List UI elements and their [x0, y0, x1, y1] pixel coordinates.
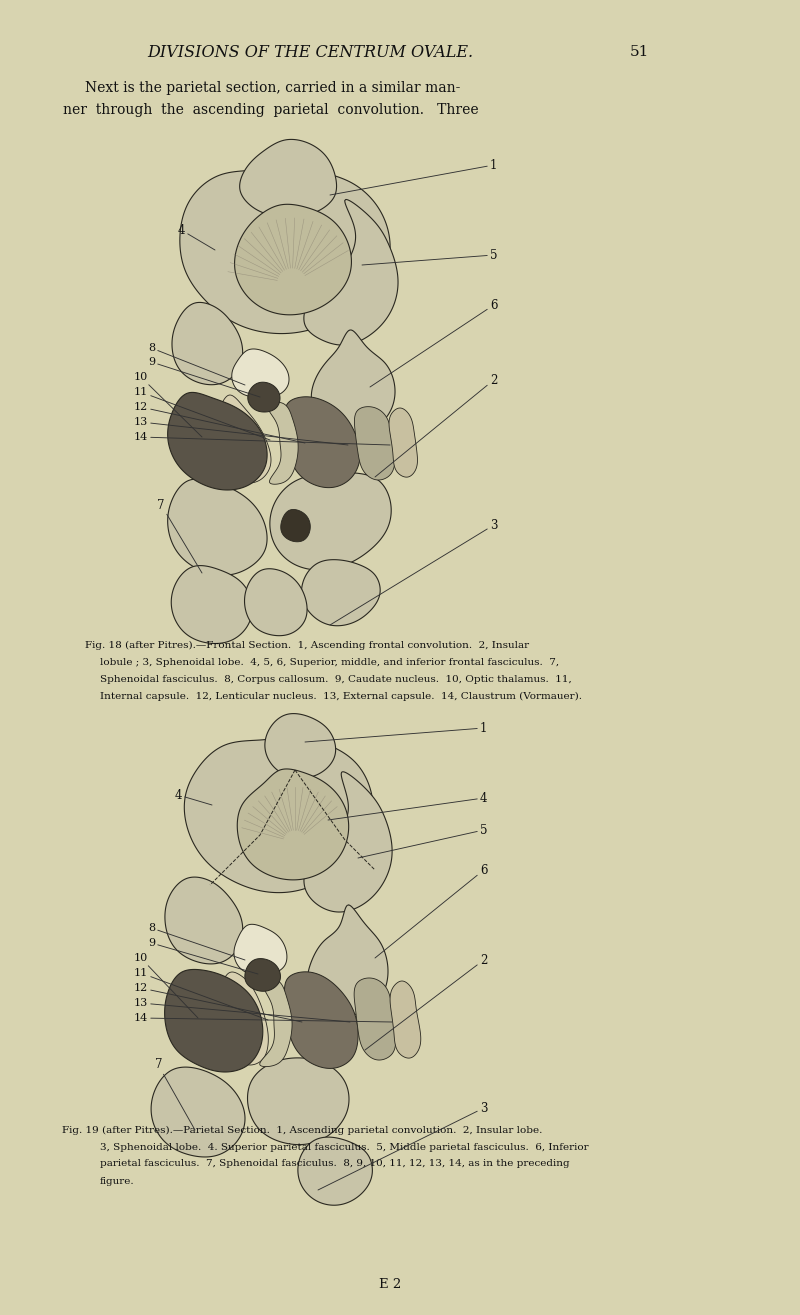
- Text: 11: 11: [134, 387, 270, 441]
- Polygon shape: [298, 1137, 372, 1206]
- Polygon shape: [302, 560, 380, 626]
- Text: 4: 4: [328, 792, 487, 821]
- Text: 6: 6: [375, 864, 487, 959]
- Polygon shape: [234, 924, 287, 976]
- Text: 12: 12: [134, 402, 305, 443]
- Polygon shape: [168, 479, 267, 575]
- Polygon shape: [168, 392, 267, 490]
- Text: 3, Sphenoidal lobe.  4. Superior parietal fasciculus.  5, Middle parietal fascic: 3, Sphenoidal lobe. 4. Superior parietal…: [100, 1143, 589, 1152]
- Text: figure.: figure.: [100, 1177, 134, 1186]
- Polygon shape: [212, 394, 271, 483]
- Polygon shape: [171, 565, 252, 643]
- Polygon shape: [270, 472, 391, 569]
- Polygon shape: [285, 397, 360, 488]
- Polygon shape: [285, 972, 358, 1068]
- Polygon shape: [172, 302, 242, 385]
- Text: 5: 5: [358, 823, 487, 857]
- Polygon shape: [281, 509, 310, 542]
- Text: E 2: E 2: [379, 1278, 401, 1291]
- Text: 1: 1: [330, 159, 498, 195]
- Text: 3: 3: [318, 1102, 487, 1190]
- Text: 13: 13: [134, 998, 350, 1022]
- Text: lobule ; 3, Sphenoidal lobe.  4, 5, 6, Superior, middle, and inferior frontal fa: lobule ; 3, Sphenoidal lobe. 4, 5, 6, Su…: [100, 658, 559, 667]
- Polygon shape: [184, 738, 373, 893]
- Text: 12: 12: [134, 984, 302, 1022]
- Polygon shape: [151, 1066, 245, 1157]
- Text: 10: 10: [134, 372, 202, 437]
- Polygon shape: [354, 406, 395, 480]
- Text: ner  through  the  ascending  parietal  convolution.   Three: ner through the ascending parietal convo…: [63, 103, 478, 117]
- Text: 1: 1: [305, 722, 487, 742]
- Polygon shape: [245, 569, 307, 635]
- Polygon shape: [234, 204, 351, 314]
- Text: 8: 8: [148, 343, 245, 385]
- Polygon shape: [165, 877, 242, 964]
- Text: 9: 9: [148, 356, 260, 397]
- Text: 7: 7: [158, 498, 202, 573]
- Polygon shape: [238, 769, 349, 880]
- Text: Internal capsule.  12, Lenticular nucleus.  13, External capsule.  14, Claustrum: Internal capsule. 12, Lenticular nucleus…: [100, 692, 582, 701]
- Polygon shape: [267, 402, 298, 484]
- Polygon shape: [165, 969, 263, 1072]
- Polygon shape: [390, 981, 421, 1059]
- Text: 13: 13: [134, 417, 348, 444]
- Text: 10: 10: [134, 953, 198, 1018]
- Text: Fig. 18 (after Pitres).—Frontal Section.  1, Ascending frontal convolution.  2, : Fig. 18 (after Pitres).—Frontal Section.…: [85, 640, 529, 650]
- Text: 5: 5: [362, 249, 498, 266]
- Text: 2: 2: [365, 953, 487, 1049]
- Polygon shape: [180, 167, 390, 334]
- Text: 14: 14: [134, 433, 390, 444]
- Text: 3: 3: [330, 518, 498, 625]
- Text: 2: 2: [375, 373, 498, 477]
- Polygon shape: [232, 348, 289, 397]
- Polygon shape: [389, 408, 418, 477]
- Polygon shape: [248, 383, 280, 412]
- Text: Next is the parietal section, carried in a similar man-: Next is the parietal section, carried in…: [85, 82, 460, 95]
- Polygon shape: [247, 1057, 349, 1144]
- Polygon shape: [307, 905, 388, 1015]
- Polygon shape: [240, 139, 337, 217]
- Polygon shape: [354, 978, 396, 1060]
- Text: parietal fasciculus.  7, Sphenoidal fasciculus.  8, 9, 10, 11, 12, 13, 14, as in: parietal fasciculus. 7, Sphenoidal fasci…: [100, 1160, 570, 1169]
- Text: 51: 51: [630, 45, 650, 59]
- Polygon shape: [265, 714, 336, 778]
- Polygon shape: [260, 980, 292, 1066]
- Text: 4: 4: [178, 224, 215, 250]
- Text: 6: 6: [370, 299, 498, 387]
- Text: DIVISIONS OF THE CENTRUM OVALE.: DIVISIONS OF THE CENTRUM OVALE.: [147, 43, 473, 60]
- Text: 9: 9: [148, 938, 258, 974]
- Text: Fig. 19 (after Pitres).—Parietal Section.  1, Ascending parietal convolution.  2: Fig. 19 (after Pitres).—Parietal Section…: [62, 1126, 542, 1135]
- Polygon shape: [215, 972, 268, 1065]
- Text: 8: 8: [148, 923, 245, 960]
- Text: 11: 11: [134, 968, 268, 1020]
- Text: Sphenoidal fasciculus.  8, Corpus callosum.  9, Caudate nucleus.  10, Optic thal: Sphenoidal fasciculus. 8, Corpus callosu…: [100, 675, 572, 684]
- Polygon shape: [304, 772, 392, 913]
- Text: 7: 7: [154, 1059, 195, 1130]
- Text: 4: 4: [174, 789, 212, 805]
- Polygon shape: [311, 330, 395, 434]
- Polygon shape: [245, 959, 281, 992]
- Text: 14: 14: [134, 1013, 392, 1023]
- Polygon shape: [304, 200, 398, 345]
